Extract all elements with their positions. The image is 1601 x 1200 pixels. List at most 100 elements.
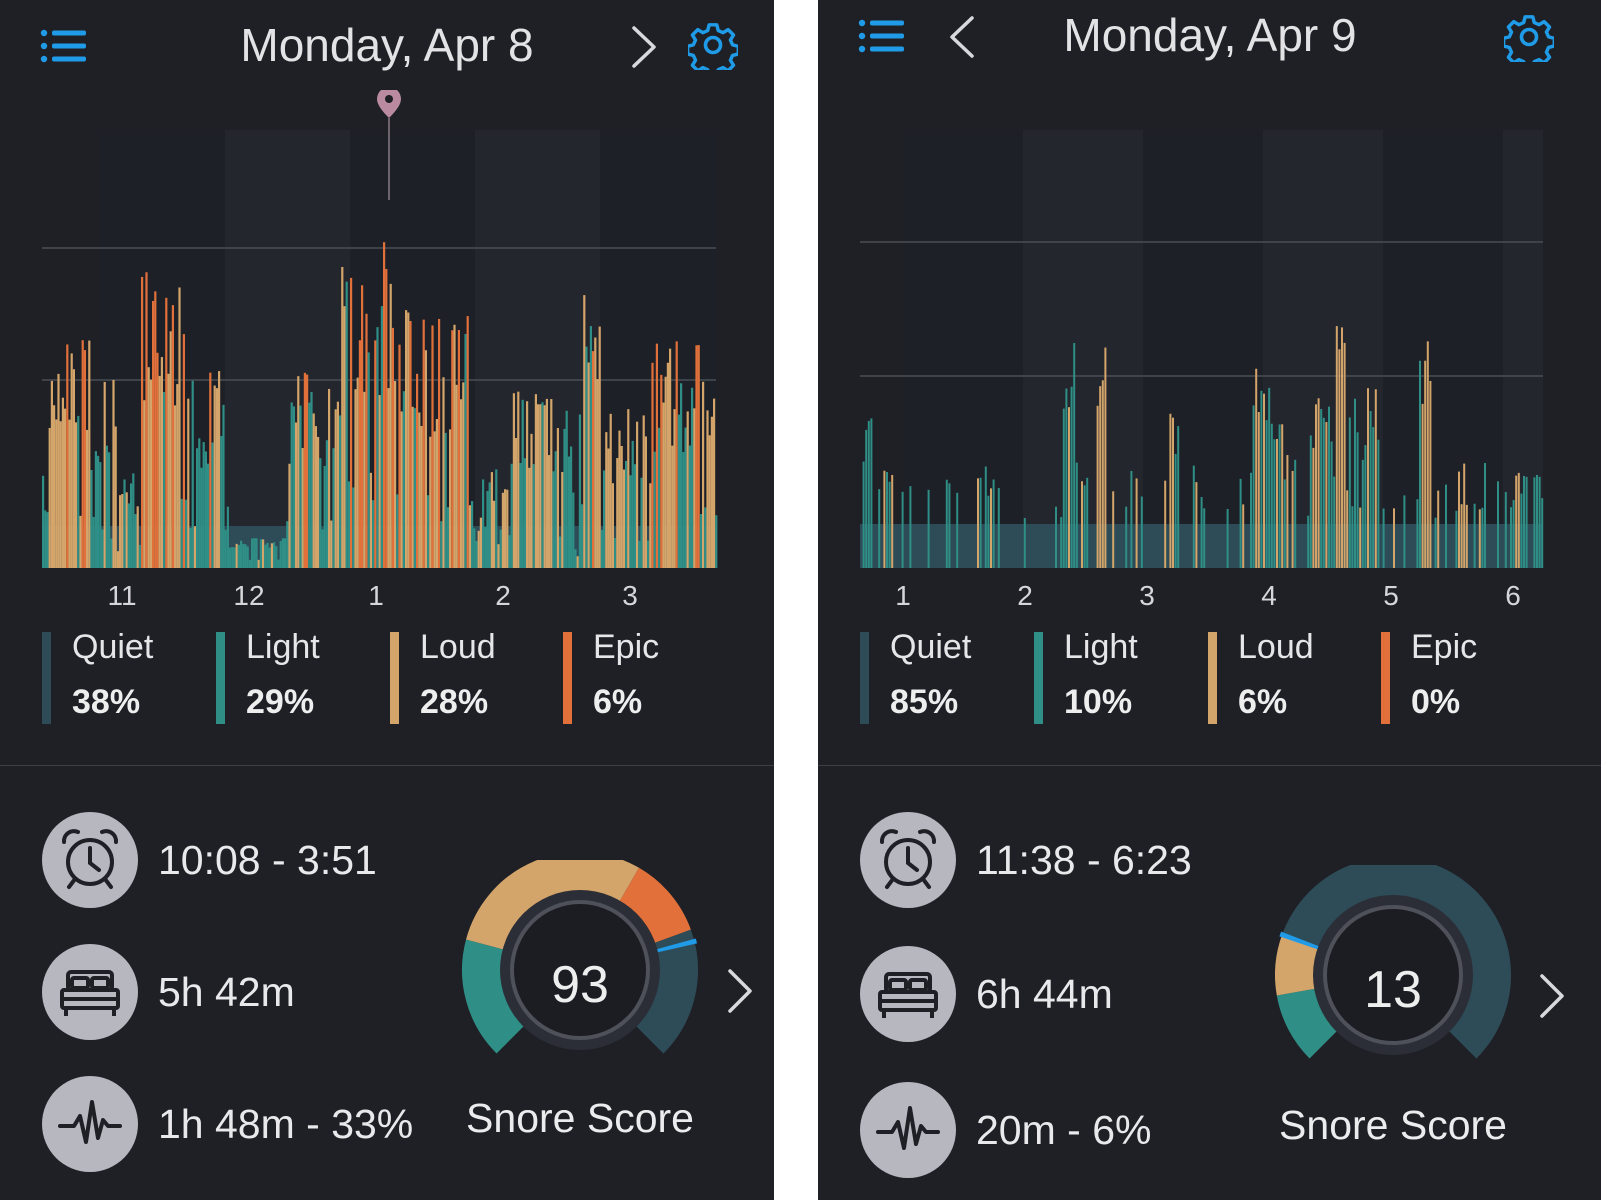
chevron-right-icon[interactable] <box>1532 968 1572 1024</box>
snore-bar <box>174 405 177 568</box>
legend-label: Loud <box>1238 628 1314 666</box>
snore-bar <box>180 498 183 568</box>
snore-bar <box>541 402 544 568</box>
snore-bar <box>504 489 507 568</box>
legend-color-swatch <box>1208 632 1217 724</box>
chevron-right-icon[interactable] <box>720 963 760 1019</box>
snore-bar <box>543 405 546 568</box>
snore-bar <box>185 499 188 568</box>
list-menu-icon[interactable] <box>40 27 88 67</box>
snore-bar <box>649 483 652 568</box>
snore-bar <box>259 539 262 568</box>
snore-bar <box>226 506 229 568</box>
alarm-clock-icon <box>42 812 138 908</box>
snore-bar <box>592 351 595 568</box>
snore-bar <box>1260 390 1263 568</box>
snore-bar <box>158 375 161 568</box>
chevron-left-icon[interactable] <box>942 12 982 62</box>
snore-score-gauge[interactable] <box>1268 865 1518 1075</box>
snore-bar <box>165 297 168 568</box>
snore-bar <box>948 483 951 568</box>
snore-bar <box>48 427 51 568</box>
snore-bar <box>1125 506 1128 568</box>
snore-bar <box>1294 459 1297 568</box>
snore-duration: 1h 48m - 33% <box>158 1101 414 1147</box>
snore-bar <box>231 547 234 568</box>
snore-bar <box>554 451 557 568</box>
snore-bar <box>394 381 397 568</box>
snore-bar <box>79 515 82 568</box>
snore-bar <box>103 381 106 568</box>
snore-score-value: 93 <box>551 956 609 1014</box>
snore-bar <box>620 445 623 568</box>
legend-item-light: Light 29% <box>216 628 366 728</box>
snore-bar <box>636 421 639 568</box>
snore-bar <box>486 491 489 568</box>
snore-bar <box>222 404 225 568</box>
legend-label: Quiet <box>72 628 154 666</box>
snore-bar <box>1338 349 1341 568</box>
snore-bar <box>1164 480 1167 568</box>
snore-bar <box>358 340 361 568</box>
snore-bar <box>442 377 445 568</box>
snore-bar <box>1330 441 1333 568</box>
snore-bar <box>878 489 881 568</box>
snore-bar <box>1419 360 1421 568</box>
time-tick-label: 3 <box>1139 580 1155 611</box>
chevron-right-icon[interactable] <box>624 22 664 72</box>
snore-bar <box>1434 517 1437 568</box>
sleep-time-range: 11:38 - 6:23 <box>976 837 1192 883</box>
snore-bar <box>1065 388 1068 568</box>
snore-bar <box>1317 398 1320 568</box>
snore-bar <box>1083 485 1086 568</box>
snore-bar <box>713 398 716 568</box>
snore-bar <box>1023 517 1026 568</box>
snore-bar <box>211 442 214 568</box>
snore-bar <box>193 526 196 568</box>
snore-bar <box>77 415 80 568</box>
hour-band <box>1143 130 1263 568</box>
snore-bar <box>198 438 201 568</box>
snore-bars <box>42 242 718 569</box>
snore-bar <box>1200 497 1203 568</box>
snore-bar <box>141 276 144 568</box>
snore-bar <box>695 345 698 568</box>
location-pin-icon[interactable] <box>377 90 401 200</box>
snore-bar <box>512 393 515 568</box>
gear-icon[interactable] <box>1504 12 1554 62</box>
snore-bar <box>517 391 520 568</box>
snore-bar <box>416 373 419 568</box>
snore-bar <box>68 419 71 568</box>
time-tick-label: 5 <box>1383 580 1399 611</box>
snore-bar <box>699 514 702 568</box>
snore-bar <box>666 362 669 568</box>
snore-bar <box>130 483 133 568</box>
snore-bar <box>50 380 53 568</box>
snore-bar <box>468 505 471 568</box>
snore-bar <box>444 432 447 568</box>
gear-icon[interactable] <box>688 20 738 70</box>
snore-bar <box>413 408 416 568</box>
snore-bar <box>1174 453 1177 568</box>
snore-bar <box>88 340 91 568</box>
legend-label: Light <box>246 628 320 666</box>
snore-bar <box>495 469 498 568</box>
snore-bar <box>1369 411 1372 568</box>
time-tick-label: 12 <box>233 580 265 611</box>
snore-bar <box>1273 439 1276 568</box>
snore-bar <box>224 529 227 568</box>
snore-bar <box>1278 424 1281 568</box>
snore-bar <box>1055 506 1057 568</box>
snore-bar <box>376 327 379 568</box>
snore-bar <box>583 295 586 568</box>
snore-bar <box>537 404 540 568</box>
snore-bar <box>178 287 181 568</box>
snore-bar <box>883 470 886 568</box>
snore-score-gauge[interactable] <box>455 860 705 1070</box>
snore-bar <box>1073 343 1076 568</box>
snore-bar <box>556 428 559 568</box>
snore-bar <box>378 395 381 568</box>
snore-bar <box>1377 439 1380 568</box>
snore-bar <box>539 404 542 568</box>
list-menu-icon[interactable] <box>858 17 906 57</box>
